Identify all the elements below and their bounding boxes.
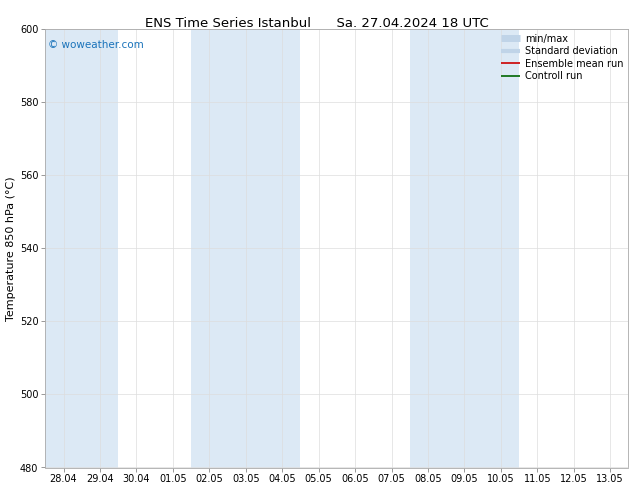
Y-axis label: Temperature 850 hPa (°C): Temperature 850 hPa (°C) bbox=[6, 176, 16, 320]
Text: © woweather.com: © woweather.com bbox=[48, 40, 144, 50]
Legend: min/max, Standard deviation, Ensemble mean run, Controll run: min/max, Standard deviation, Ensemble me… bbox=[498, 31, 626, 84]
Text: ENS Time Series Istanbul      Sa. 27.04.2024 18 UTC: ENS Time Series Istanbul Sa. 27.04.2024 … bbox=[145, 17, 489, 30]
Bar bbox=[191, 29, 301, 467]
Bar bbox=[45, 29, 118, 467]
Bar bbox=[410, 29, 519, 467]
